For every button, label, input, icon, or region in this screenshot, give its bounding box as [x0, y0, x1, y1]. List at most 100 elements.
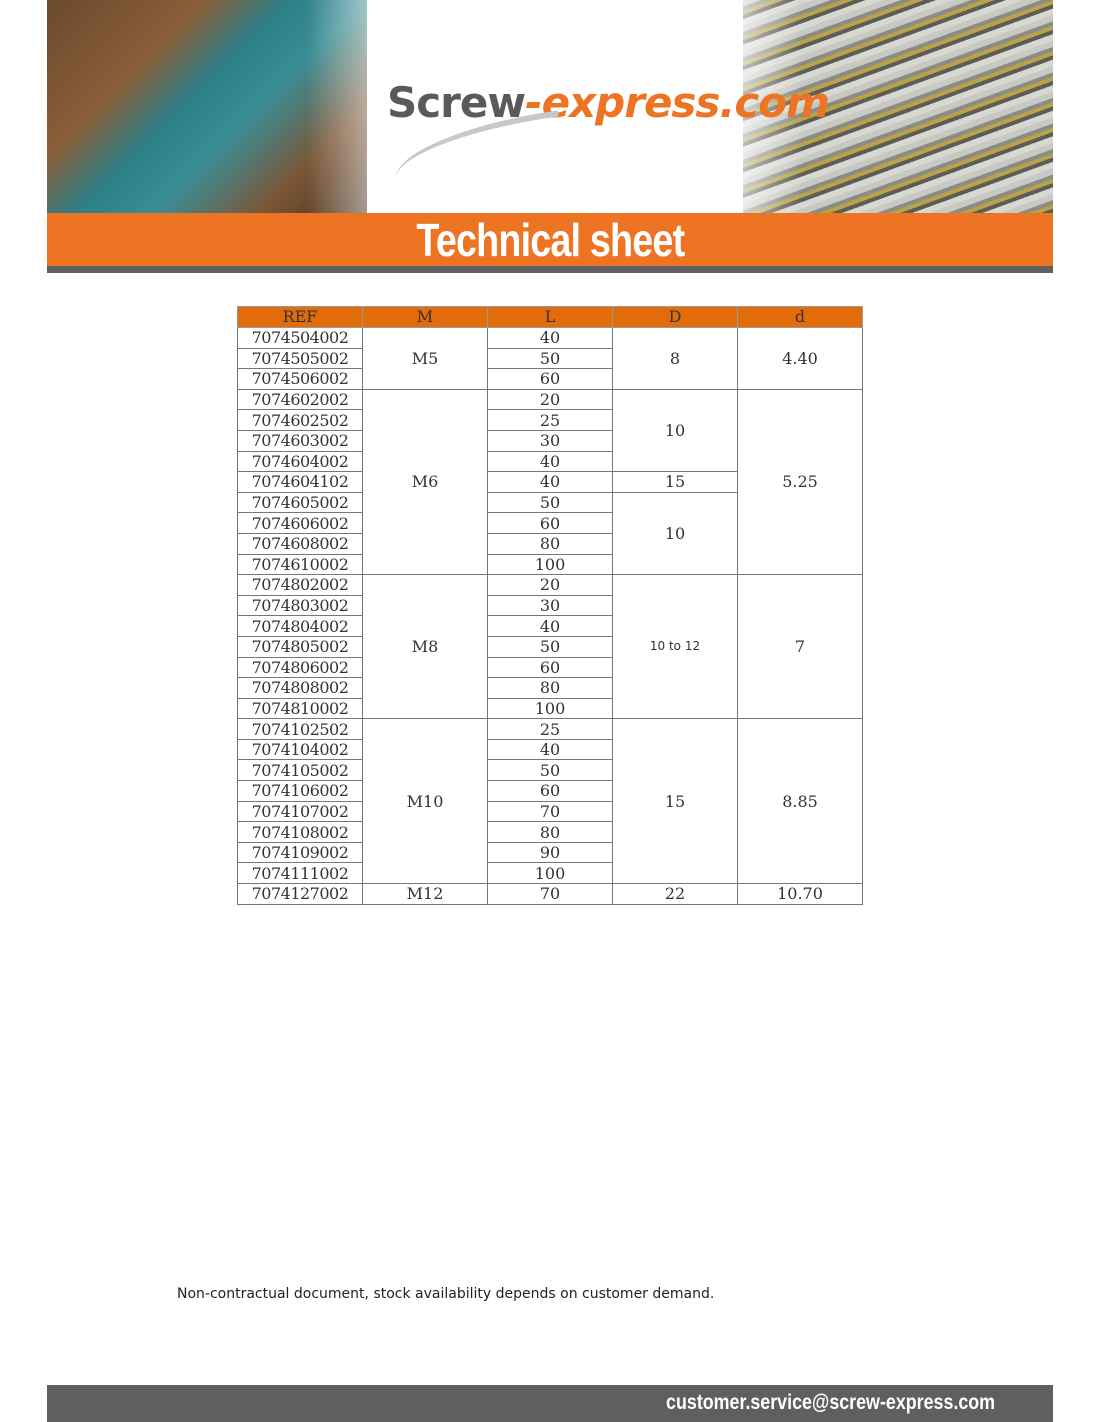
table-row: 7074504002 M5 40 8 4.40	[237, 327, 863, 390]
table-cell: 80	[487, 821, 613, 843]
table-cell: 8	[612, 327, 738, 390]
table-row: 7074604002 40	[237, 450, 863, 473]
table-cell: 7074604102	[237, 471, 363, 493]
table-cell: 7074108002	[237, 821, 363, 843]
logo: Screw-express.com	[387, 78, 830, 127]
table-cell: 7074608002	[237, 532, 363, 555]
table-cell: 7074802002	[237, 574, 363, 596]
table-cell: 7074602002	[237, 388, 363, 411]
table-cell: 7074104002	[237, 738, 363, 761]
table-cell: 10	[612, 388, 738, 473]
title-band: Technical sheet	[47, 213, 1053, 266]
table-cell: 7074810002	[237, 697, 363, 720]
table-cell: 40	[487, 615, 613, 637]
table-cell: 7074109002	[237, 841, 363, 864]
table-cell: 7074506002	[237, 368, 363, 390]
table-row: 7074505002 50	[237, 347, 863, 370]
screws-photo	[703, 0, 1053, 213]
table-cell: 15	[612, 718, 738, 885]
table-row: 7074608002 80	[237, 532, 863, 555]
table-cell: 25	[487, 409, 613, 431]
column-header-d: d	[737, 306, 863, 328]
table-row: 7074104002 40	[237, 738, 863, 761]
table-cell: 10 to 12	[612, 574, 738, 720]
table-cell: 7074605002	[237, 491, 363, 514]
table-row: 7074804002 40	[237, 615, 863, 637]
table-cell: 60	[487, 512, 613, 534]
table-cell: 7074610002	[237, 553, 363, 576]
table-row: 7074610002 100	[237, 553, 863, 576]
table-cell: 7074603002	[237, 429, 363, 452]
table-cell: 100	[487, 553, 613, 576]
table-cell: 90	[487, 841, 613, 864]
table-cell: 10.70	[737, 883, 863, 905]
disclaimer-note: Non-contractual document, stock availabi…	[177, 1286, 715, 1302]
table-cell: 7074803002	[237, 594, 363, 617]
table-cell: M12	[362, 883, 488, 905]
table-cell: 7	[737, 574, 863, 720]
table-row: 7074805002 50	[237, 635, 863, 658]
table-cell: 100	[487, 697, 613, 720]
table-row: 7074810002 100	[237, 697, 863, 720]
table-cell: 50	[487, 347, 613, 370]
table-cell: 25	[487, 718, 613, 740]
table-cell: 10	[612, 491, 738, 576]
table-cell: M10	[362, 718, 488, 885]
table-cell: 30	[487, 594, 613, 617]
table-cell: 70	[487, 883, 613, 905]
table-cell: 60	[487, 780, 613, 802]
footer-bar: customer.service@screw-express.com	[47, 1385, 1053, 1422]
table-cell: 7074102502	[237, 718, 363, 740]
page-title: Technical sheet	[416, 214, 685, 266]
table-cell: 7074105002	[237, 759, 363, 782]
table-cell: M8	[362, 574, 488, 720]
table-cell: 40	[487, 738, 613, 761]
table-cell: 7074504002	[237, 327, 363, 349]
table-row: 7074604102 40 15	[237, 471, 863, 493]
table-row: 7074802002 M8 20 10 to 12 7	[237, 574, 863, 720]
table-cell: 80	[487, 532, 613, 555]
column-header-d: D	[612, 306, 738, 328]
table-cell: 4.40	[737, 327, 863, 390]
header-banner: Screw-express.com	[47, 0, 1053, 213]
table-cell: 7074127002	[237, 883, 363, 905]
table-cell: 80	[487, 677, 613, 699]
table-cell: M6	[362, 388, 488, 576]
table-cell: 40	[487, 327, 613, 349]
column-header-l: L	[487, 306, 613, 328]
table-cell: 15	[612, 471, 738, 493]
table-cell: 22	[612, 883, 738, 905]
table-cell: 20	[487, 574, 613, 596]
table-cell: 7074107002	[237, 800, 363, 823]
table-row: 7074803002 30	[237, 594, 863, 617]
table-row: 7074105002 50	[237, 759, 863, 782]
table-cell: 50	[487, 491, 613, 514]
table-row: 7074603002 30	[237, 429, 863, 452]
table-row: 7074102502 M10 25 15 8.85	[237, 718, 863, 885]
table-cell: M5	[362, 327, 488, 390]
table-cell: 7074804002	[237, 615, 363, 637]
table-cell: 7074805002	[237, 635, 363, 658]
table-cell: 7074602502	[237, 409, 363, 431]
column-header-m: M	[362, 306, 488, 328]
column-header-ref: REF	[237, 306, 363, 328]
toolbox-photo	[47, 0, 427, 213]
table-row: 7074111002 100	[237, 862, 863, 885]
table-cell: 70	[487, 800, 613, 823]
table-row: 7074605002 50 10	[237, 491, 863, 576]
table-cell: 7074111002	[237, 862, 363, 885]
table-cell: 7074106002	[237, 780, 363, 802]
divider	[47, 266, 1053, 273]
table-cell: 60	[487, 368, 613, 390]
table-row: 7074602002 M6 20 10 5.25	[237, 388, 863, 576]
table-cell: 7074604002	[237, 450, 363, 473]
table-cell: 50	[487, 635, 613, 658]
table-cell: 7074806002	[237, 656, 363, 679]
footer-email[interactable]: customer.service@screw-express.com	[666, 1391, 995, 1414]
table-row: 7074808002 80	[237, 677, 863, 699]
table-cell: 100	[487, 862, 613, 885]
table-cell: 40	[487, 450, 613, 473]
table-cell: 20	[487, 388, 613, 411]
